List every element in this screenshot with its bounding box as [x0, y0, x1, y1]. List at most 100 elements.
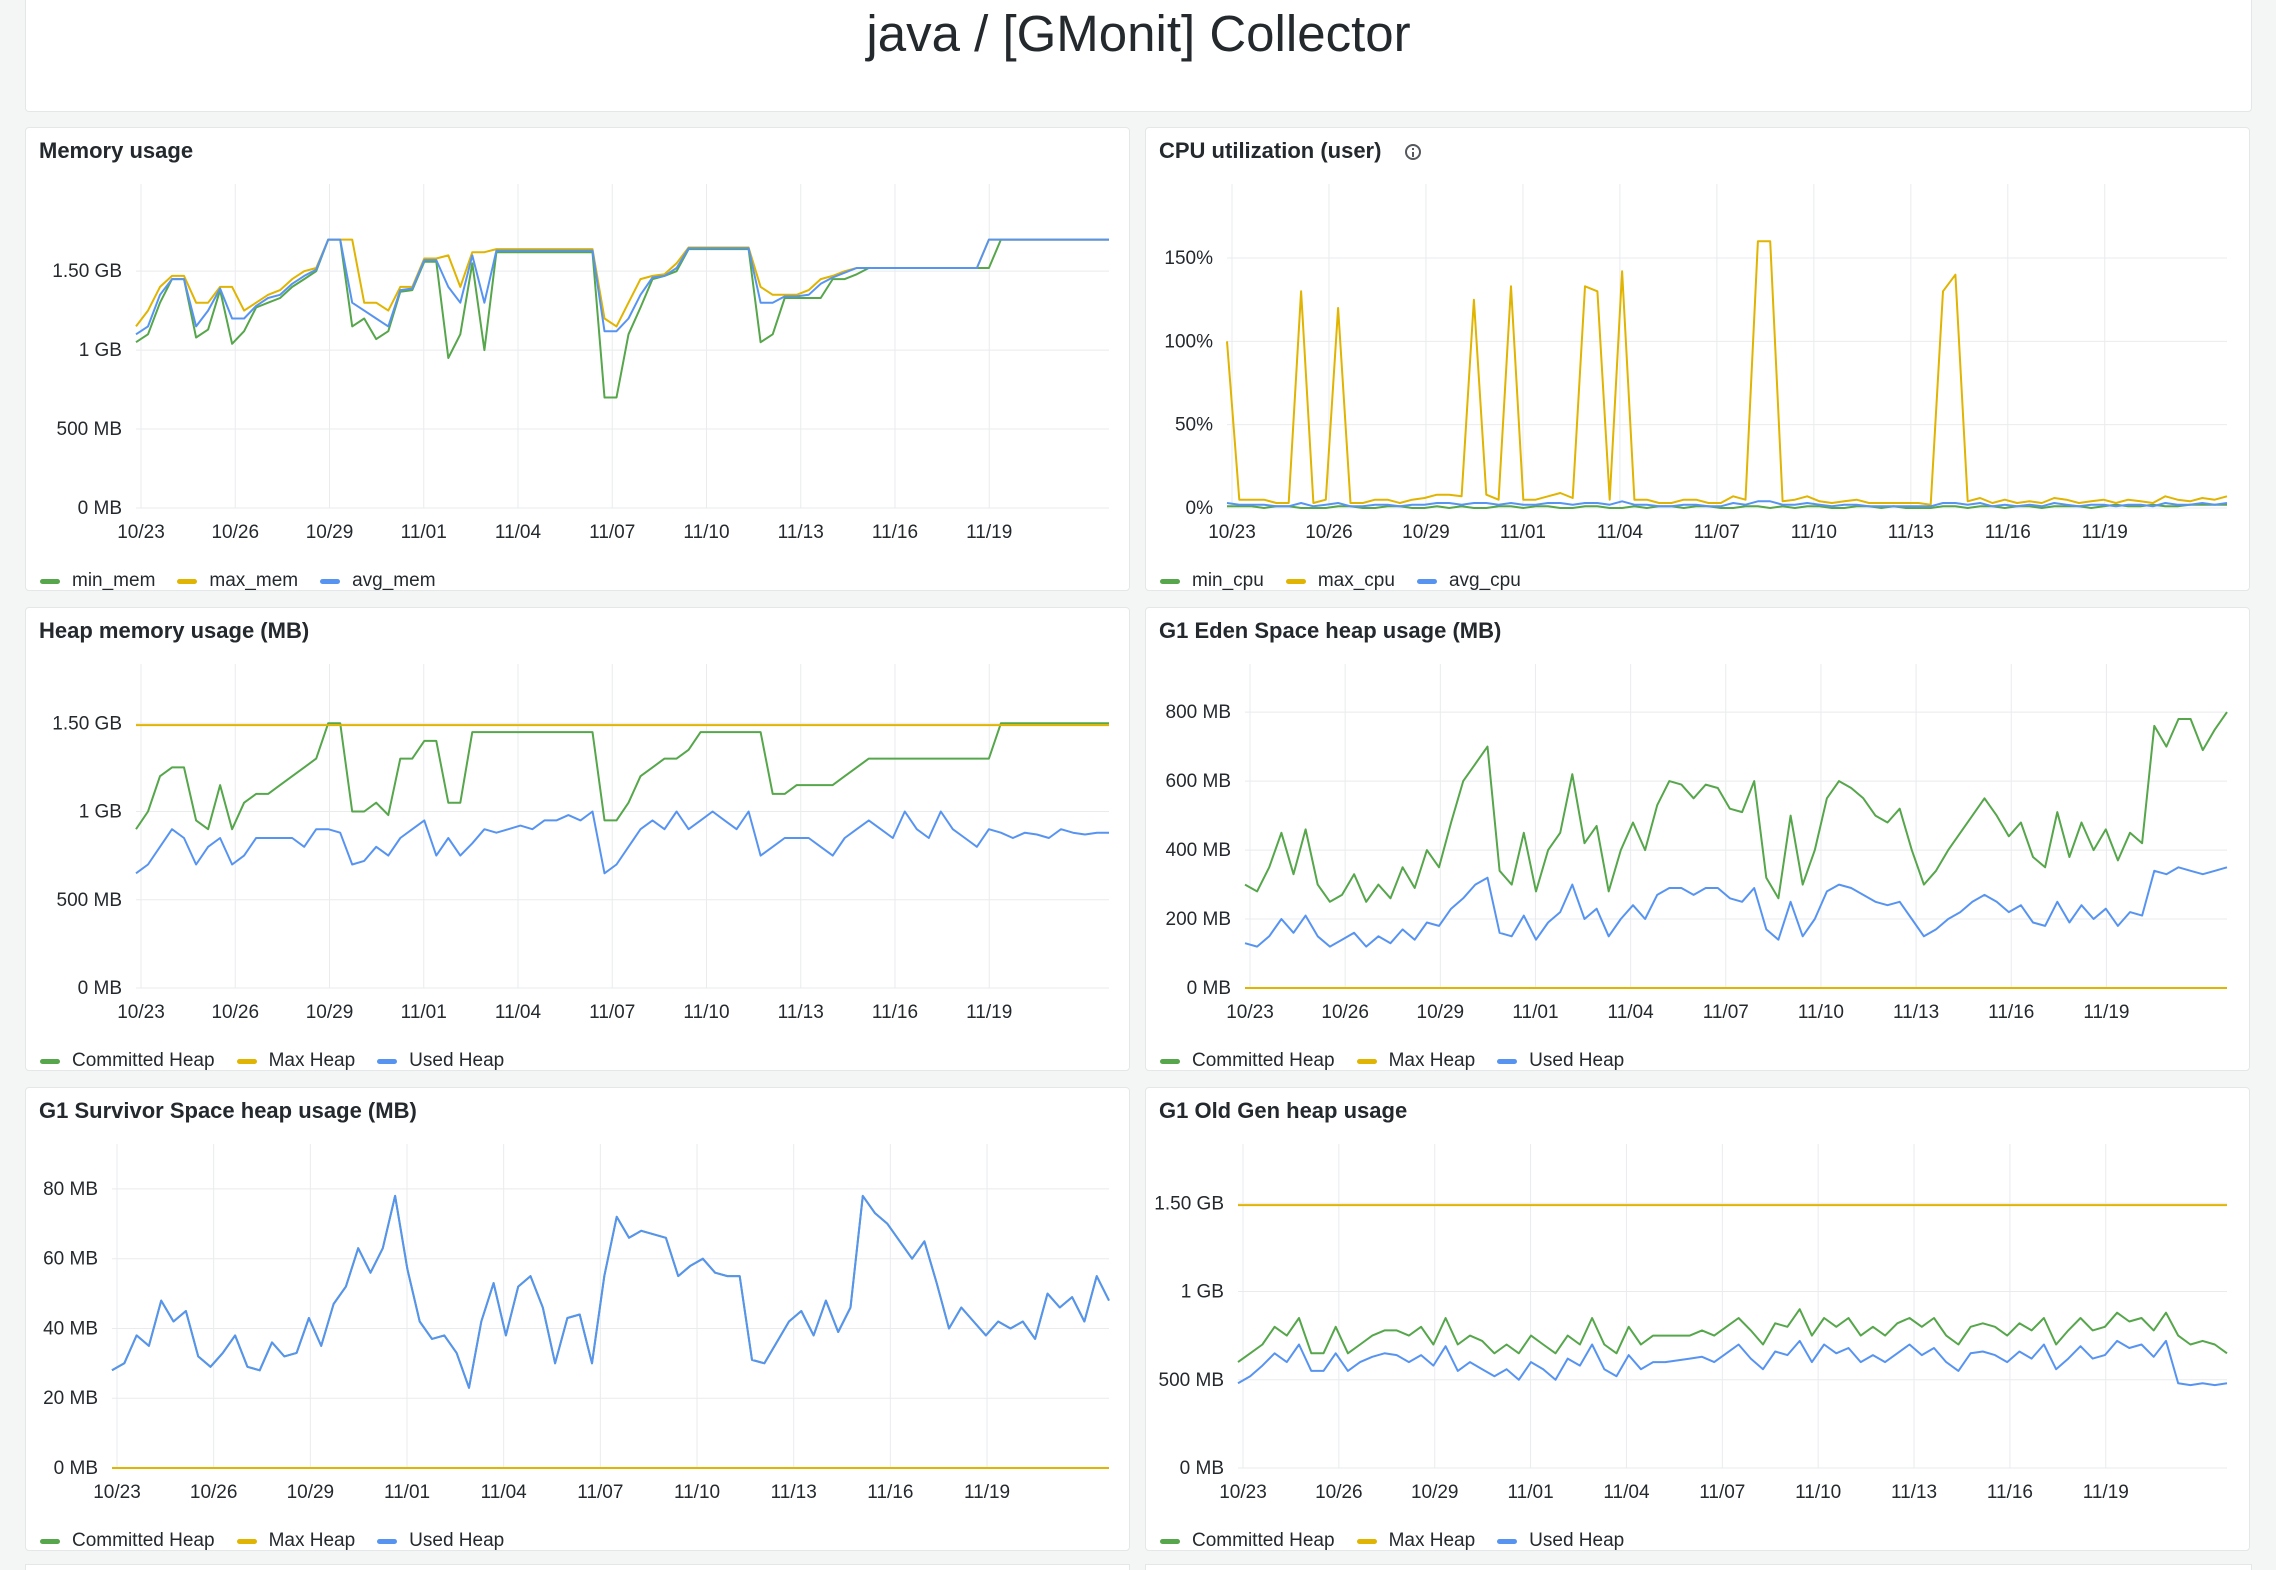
x-tick-label: 10/23 — [1208, 522, 1256, 543]
legend-item[interactable]: Committed Heap — [1160, 1050, 1335, 1072]
panel-title[interactable]: G1 Old Gen heap usage — [1159, 1098, 1407, 1124]
series-line-max_cpu[interactable] — [1226, 240, 2228, 506]
series-line-used-heap[interactable] — [135, 810, 1109, 875]
panel-title[interactable]: G1 Survivor Space heap usage (MB) — [39, 1098, 417, 1124]
y-tick-label: 1 GB — [79, 802, 122, 823]
legend-item[interactable]: Max Heap — [1356, 1050, 1476, 1072]
y-tick-label: 1 GB — [79, 340, 122, 361]
series-line-avg_cpu[interactable] — [1226, 500, 2228, 508]
y-tick-label: 0% — [1186, 498, 1214, 519]
x-tick-label: 11/04 — [495, 1002, 542, 1023]
series-line-used-heap[interactable] — [1237, 1339, 2228, 1387]
legend-item[interactable]: Max Heap — [236, 1050, 355, 1072]
y-tick-label: 1 GB — [1181, 1282, 1224, 1303]
panel-title[interactable]: Heap memory usage (MB) — [39, 618, 309, 644]
series-line-committed-heap[interactable] — [1237, 1308, 2228, 1363]
x-tick-label: 11/07 — [577, 1482, 623, 1503]
legend-item[interactable]: Max Heap — [1356, 1530, 1475, 1552]
legend: Committed Heap Max Heap Used Heap — [40, 1530, 504, 1552]
legend-label: max_cpu — [1317, 570, 1395, 591]
dashboard-title-panel: java / [GMonit] Collector — [25, 0, 2252, 112]
panel-title[interactable]: Memory usage — [39, 138, 193, 164]
panel-heap[interactable]: Heap memory usage (MB) 0 MB 500 MB 1 GB 1.50… — [25, 607, 1130, 1071]
series-line-committed-heap[interactable] — [135, 722, 1109, 831]
legend-label: max_mem — [209, 570, 299, 591]
x-tick-label: 10/23 — [117, 1002, 165, 1023]
y-tick-label: 40 MB — [43, 1318, 98, 1339]
legend-label: min_cpu — [1192, 570, 1264, 591]
series-line-committed-heap[interactable] — [111, 1194, 1110, 1389]
series-line-used-heap[interactable] — [111, 1194, 1110, 1389]
legend-item[interactable]: min_cpu — [1160, 570, 1264, 592]
y-tick-label: 400 MB — [1166, 840, 1231, 861]
legend-swatch — [1160, 1538, 1180, 1544]
x-tick-label: 11/07 — [589, 522, 635, 543]
legend-swatch — [1160, 578, 1180, 584]
info-icon[interactable] — [1405, 144, 1422, 160]
legend-item[interactable]: max_mem — [177, 570, 298, 592]
x-tick-label: 11/01 — [1500, 522, 1546, 543]
panel-eden[interactable]: G1 Eden Space heap usage (MB) 0 MB 200 MB 4… — [1145, 607, 2250, 1071]
legend-item[interactable]: Used Heap — [1497, 1530, 1624, 1552]
legend-item[interactable]: min_mem — [40, 570, 155, 592]
x-tick-label: 10/26 — [1321, 1002, 1369, 1023]
legend-item[interactable]: Used Heap — [377, 1050, 504, 1072]
x-tick-label: 10/23 — [93, 1482, 141, 1503]
x-tick-label: 10/23 — [117, 522, 165, 543]
legend-item[interactable]: Max Heap — [236, 1530, 355, 1552]
legend-swatch — [40, 1058, 60, 1064]
x-tick-label: 10/29 — [287, 1482, 335, 1503]
panel-survivor[interactable]: G1 Survivor Space heap usage (MB) 0 MB 20 … — [25, 1087, 1130, 1551]
y-tick-label: 200 MB — [1166, 909, 1231, 930]
panel-cpu[interactable]: CPU utilization (user) 0% 50% 100% 150% 10/23… — [1145, 127, 2250, 591]
legend-item[interactable]: avg_cpu — [1416, 570, 1521, 592]
y-tick-label: 150% — [1164, 248, 1213, 269]
series-line-committed-heap[interactable] — [1244, 711, 2228, 903]
series-line-min_mem[interactable] — [135, 238, 1109, 399]
y-tick-label: 800 MB — [1166, 702, 1231, 723]
x-tick-label: 11/19 — [966, 522, 1012, 543]
legend-label: Max Heap — [1388, 1050, 1476, 1071]
next-panel-edge-right — [1145, 1564, 2252, 1570]
legend-item[interactable]: Committed Heap — [40, 1050, 215, 1072]
x-tick-label: 11/01 — [401, 522, 447, 543]
y-tick-label: 600 MB — [1166, 771, 1231, 792]
x-tick-label: 10/29 — [1402, 522, 1450, 543]
next-panel-edge-left — [25, 1564, 1130, 1570]
panel-oldgen[interactable]: G1 Old Gen heap usage 0 MB 500 MB 1 GB 1.50 … — [1145, 1087, 2250, 1551]
y-tick-label: 0 MB — [1187, 978, 1231, 999]
legend-item[interactable]: Used Heap — [377, 1530, 504, 1552]
y-tick-label: 80 MB — [43, 1179, 98, 1200]
y-tick-label: 20 MB — [43, 1388, 98, 1409]
x-tick-label: 11/07 — [589, 1002, 635, 1023]
legend-swatch — [377, 1058, 398, 1064]
panel-memory[interactable]: Memory usage 0 MB 500 MB 1 GB 1.50 GB 10/23 10… — [25, 127, 1130, 591]
legend-swatch — [1285, 578, 1306, 584]
chart-heap: 0 MB 500 MB 1 GB 1.50 GB 10/23 10/26 10/29 11/0… — [52, 664, 1109, 1023]
chart-cpu: 0% 50% 100% 150% 10/23 10/26 10/29 11/01 11/04 11… — [1164, 184, 2228, 543]
legend-label: Used Heap — [409, 1530, 505, 1551]
y-tick-label: 1.50 GB — [1154, 1193, 1224, 1214]
legend: min_mem max_mem avg_mem — [40, 570, 436, 592]
panel-title[interactable]: CPU utilization (user) — [1159, 138, 1422, 164]
legend-swatch — [1356, 1538, 1377, 1544]
y-tick-label: 0 MB — [78, 498, 122, 519]
legend-item[interactable]: max_cpu — [1285, 570, 1395, 592]
legend-swatch — [40, 1538, 60, 1544]
x-tick-label: 11/19 — [2082, 522, 2128, 543]
legend-item[interactable]: Committed Heap — [40, 1530, 215, 1552]
x-tick-label: 10/26 — [211, 1002, 259, 1023]
x-tick-label: 11/19 — [966, 1002, 1012, 1023]
x-tick-label: 11/13 — [778, 522, 824, 543]
legend-item[interactable]: avg_mem — [320, 570, 436, 592]
chart-memory: 0 MB 500 MB 1 GB 1.50 GB 10/23 10/26 10/29 11/0… — [52, 184, 1109, 543]
x-tick-label: 11/04 — [1597, 522, 1644, 543]
series-line-max_mem[interactable] — [135, 238, 1109, 328]
series-line-avg_mem[interactable] — [135, 238, 1109, 336]
legend-label: avg_mem — [352, 570, 436, 591]
legend-item[interactable]: Used Heap — [1497, 1050, 1624, 1072]
panel-title[interactable]: G1 Eden Space heap usage (MB) — [1159, 618, 1501, 644]
legend-item[interactable]: Committed Heap — [1160, 1530, 1335, 1552]
series-line-used-heap[interactable] — [1244, 866, 2228, 948]
chart-oldgen: 0 MB 500 MB 1 GB 1.50 GB 10/23 10/26 10/29 11/0… — [1154, 1144, 2228, 1503]
